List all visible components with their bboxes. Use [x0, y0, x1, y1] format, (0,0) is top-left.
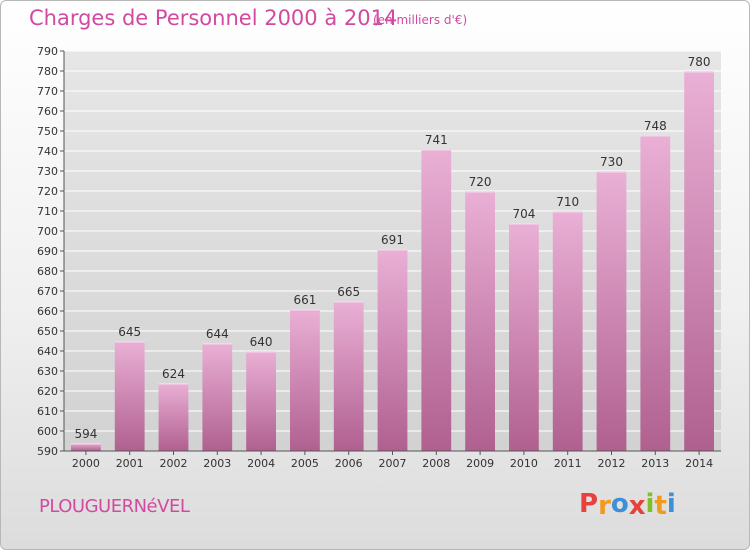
logo-letter: P [579, 489, 599, 519]
x-tick-label: 2006 [335, 457, 363, 470]
logo-letter: o [610, 489, 629, 519]
data-label-2001: 645 [118, 325, 141, 339]
bar-highlight [552, 211, 583, 213]
y-tick-label: 730 [37, 165, 58, 178]
y-tick-label: 620 [37, 385, 58, 398]
x-tick-label: 2003 [203, 457, 231, 470]
bar-2003 [202, 343, 233, 451]
y-tick-label: 690 [37, 245, 58, 258]
bar-2005 [290, 309, 320, 451]
y-tick-label: 600 [37, 425, 58, 438]
x-tick-label: 2011 [554, 457, 582, 470]
bar-2007 [377, 249, 408, 451]
y-tick-label: 760 [37, 105, 58, 118]
logo-letter: i [645, 489, 655, 519]
bar-highlight [202, 343, 233, 345]
x-tick-label: 2005 [291, 457, 319, 470]
x-tick-label: 2009 [466, 457, 494, 470]
data-label-2009: 720 [469, 175, 492, 189]
data-label-2007: 691 [381, 233, 404, 247]
bar-highlight [465, 191, 495, 193]
bar-highlight [684, 71, 714, 73]
x-tick-label: 2000 [72, 457, 100, 470]
x-tick-label: 2004 [247, 457, 275, 470]
logo-letter: r [598, 491, 611, 521]
x-tick-label: 2012 [598, 457, 626, 470]
y-tick-label: 670 [37, 285, 58, 298]
bar-highlight [290, 309, 320, 311]
chart-title: Charges de Personnel 2000 à 2014 [29, 6, 398, 30]
bar-2008 [421, 149, 452, 451]
bar-highlight [377, 249, 408, 251]
x-tick-label: 2014 [685, 457, 713, 470]
x-tick-label: 2010 [510, 457, 538, 470]
bar-highlight [640, 135, 671, 137]
data-label-2003: 644 [206, 327, 229, 341]
bar-2002 [158, 383, 189, 451]
data-label-2010: 704 [512, 207, 535, 221]
x-tick-label: 2013 [641, 457, 669, 470]
data-label-2000: 594 [74, 427, 97, 441]
bar-2004 [246, 351, 276, 451]
data-label-2002: 624 [162, 367, 185, 381]
y-tick-label: 740 [37, 145, 58, 158]
bar-highlight [246, 351, 276, 353]
y-tick-label: 680 [37, 265, 58, 278]
bar-highlight [421, 149, 452, 151]
bar-2014 [684, 71, 714, 451]
commune-name: PLOUGUERNéVEL [39, 496, 190, 517]
y-tick-label: 790 [37, 45, 58, 58]
bar-2010 [509, 223, 539, 451]
y-tick-label: 640 [37, 345, 58, 358]
bar-highlight [71, 443, 101, 445]
data-label-2004: 640 [250, 335, 273, 349]
y-tick-label: 750 [37, 125, 58, 138]
bar-2009 [465, 191, 495, 451]
x-tick-label: 2008 [422, 457, 450, 470]
y-tick-label: 770 [37, 85, 58, 98]
y-tick-label: 650 [37, 325, 58, 338]
x-tick-label: 2007 [379, 457, 407, 470]
chart-subtitle: (en milliers d'€) [373, 13, 468, 27]
y-tick-label: 610 [37, 405, 58, 418]
bar-highlight [114, 341, 145, 343]
bar-highlight [509, 223, 539, 225]
y-tick-label: 660 [37, 305, 58, 318]
logo-letter: x [628, 491, 646, 521]
x-tick-label: 2002 [160, 457, 188, 470]
data-label-2013: 748 [644, 119, 667, 133]
proxiti-logo: Proxiti [579, 489, 676, 521]
bar-2013 [640, 135, 671, 451]
data-label-2014: 780 [688, 55, 711, 69]
data-label-2006: 665 [337, 285, 360, 299]
data-label-2008: 741 [425, 133, 448, 147]
y-tick-label: 590 [37, 445, 58, 458]
x-tick-label: 2001 [116, 457, 144, 470]
bar-highlight [158, 383, 189, 385]
bar-2006 [333, 301, 364, 451]
data-label-2011: 710 [556, 195, 579, 209]
y-tick-label: 720 [37, 185, 58, 198]
y-tick-label: 630 [37, 365, 58, 378]
y-tick-label: 780 [37, 65, 58, 78]
data-label-2012: 730 [600, 155, 623, 169]
bar-2000 [71, 443, 101, 451]
bar-2001 [114, 341, 145, 451]
logo-letter: i [666, 489, 676, 519]
bar-highlight [596, 171, 627, 173]
bar-2011 [552, 211, 583, 451]
y-tick-label: 700 [37, 225, 58, 238]
bar-highlight [333, 301, 364, 303]
bar-2012 [596, 171, 627, 451]
logo-letter: t [654, 491, 667, 521]
data-label-2005: 661 [293, 293, 316, 307]
y-tick-label: 710 [37, 205, 58, 218]
